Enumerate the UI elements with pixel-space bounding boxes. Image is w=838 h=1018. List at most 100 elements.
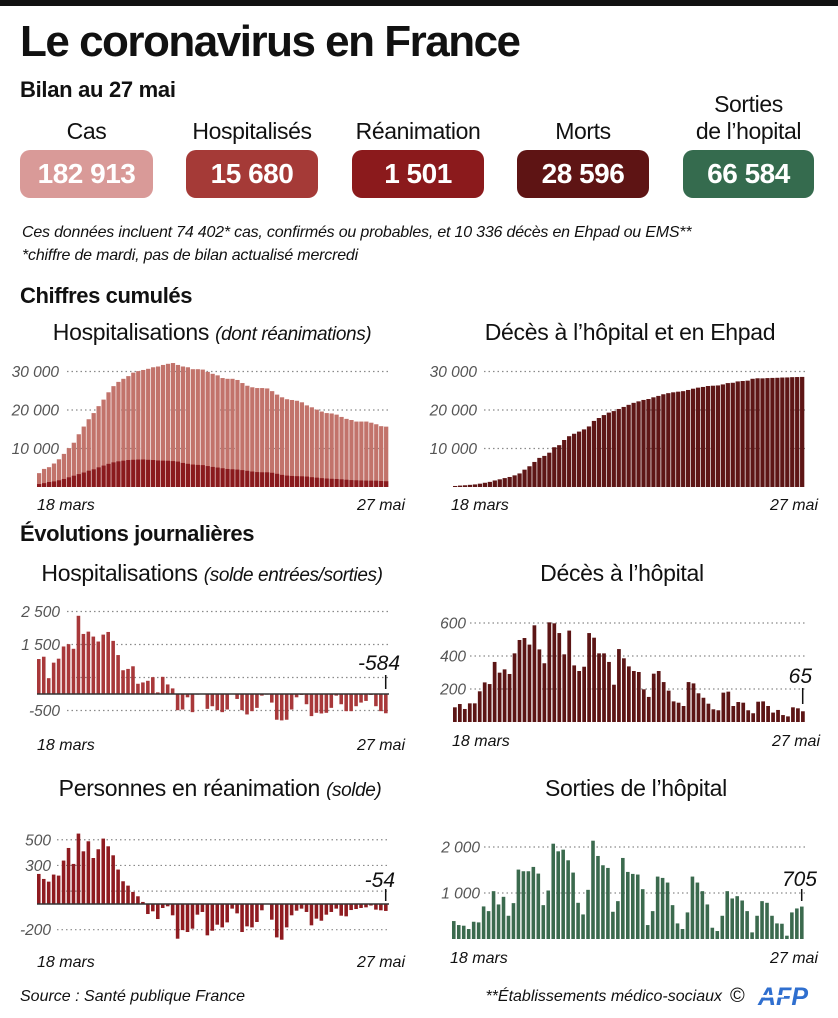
y-tick-label: 200: [439, 682, 466, 699]
bar: [507, 673, 512, 722]
bar: [591, 420, 597, 487]
bar: [329, 694, 334, 708]
bar: [745, 380, 750, 487]
bar: [705, 904, 710, 939]
note-line: Ces données incluent 74 402* cas, confir…: [22, 224, 692, 241]
bar: [76, 434, 81, 487]
bar: [116, 461, 121, 487]
y-tick-label: 10 000: [12, 441, 60, 458]
x-tick-label: 18 mars: [37, 954, 95, 971]
bar: [101, 838, 106, 904]
bar: [309, 407, 314, 487]
chart-title-main: Hospitalisations: [52, 319, 210, 345]
bar: [552, 623, 557, 722]
bar: [577, 671, 582, 722]
bar: [606, 867, 610, 939]
bar: [547, 622, 552, 722]
bar: [526, 871, 531, 939]
bar: [175, 694, 180, 711]
x-tick-label: 18 mars: [37, 497, 95, 514]
stat-intensive-care: Réanimation 1 501: [352, 0, 484, 200]
bar: [379, 426, 384, 487]
stat-value-box: 15 680: [186, 150, 318, 198]
bar: [339, 416, 344, 487]
bar: [260, 694, 264, 696]
bar: [195, 369, 200, 487]
bar: [146, 680, 150, 694]
bar: [631, 402, 636, 487]
bar: [111, 855, 115, 904]
bar: [116, 381, 121, 487]
bar: [255, 904, 259, 922]
bar: [210, 373, 215, 487]
bar: [695, 882, 700, 939]
bar: [195, 904, 200, 915]
bar: [314, 904, 319, 919]
bar: [200, 904, 205, 912]
stat-hospitalised: Hospitalisés 15 680: [186, 0, 318, 200]
bar: [369, 904, 373, 906]
bar: [651, 673, 656, 722]
bar: [106, 846, 110, 904]
bar: [700, 386, 706, 487]
bar: [461, 925, 466, 939]
bar: [591, 840, 595, 939]
bar: [715, 385, 721, 487]
bar: [314, 694, 319, 713]
bar: [384, 904, 388, 911]
bar: [180, 694, 185, 710]
bar: [701, 697, 706, 723]
bar: [230, 469, 235, 487]
bar: [596, 855, 600, 939]
bar: [354, 421, 359, 487]
bar: [240, 694, 244, 711]
bar: [492, 480, 497, 487]
stat-value-box: 182 913: [20, 150, 153, 198]
y-tick-label: 20 000: [11, 403, 60, 420]
bar: [374, 904, 378, 910]
bar: [205, 694, 210, 709]
bar: [210, 466, 215, 487]
bar: [319, 411, 324, 487]
bar: [71, 442, 76, 487]
bar: [476, 922, 481, 939]
bar: [572, 665, 577, 723]
bar: [621, 406, 626, 487]
notes: Ces données incluent 74 402* cas, confir…: [22, 221, 692, 267]
bar: [627, 666, 631, 722]
bar: [175, 904, 180, 939]
y-tick-label: 10 000: [430, 441, 478, 458]
stat-value-box: 28 596: [517, 150, 649, 198]
bar: [235, 904, 239, 914]
bar: [770, 915, 774, 939]
bar: [379, 694, 383, 712]
bar: [359, 904, 363, 908]
bar: [695, 387, 701, 487]
bar: [492, 661, 497, 722]
stat-value: 182 913: [37, 158, 136, 189]
bar: [160, 364, 166, 487]
stat-value-box: 66 584: [683, 150, 814, 198]
bar: [106, 631, 110, 694]
bar: [551, 843, 556, 939]
bar: [220, 468, 225, 487]
bar: [155, 460, 161, 487]
bar: [576, 902, 580, 939]
y-tick-label: -500: [29, 703, 60, 720]
bar: [165, 460, 171, 487]
chart-title-deces-cumul: Décès à l’hôpital et en Ehpad: [420, 321, 838, 344]
bar: [481, 906, 486, 939]
bar: [511, 903, 516, 939]
source-credit: Source : Santé publique France: [20, 988, 246, 1005]
bar: [532, 461, 537, 487]
bar: [86, 631, 91, 694]
bar: [364, 421, 369, 487]
bar: [656, 671, 661, 722]
chart-title-hospitalisations-cumul: Hospitalisations (dont réanimations): [0, 319, 424, 345]
bar: [126, 885, 130, 904]
bar: [334, 478, 339, 487]
stat-value: 1 501: [384, 158, 452, 189]
bar: [452, 921, 456, 939]
chart-title-main: Hospitalisations: [41, 560, 198, 586]
bar: [96, 641, 101, 694]
